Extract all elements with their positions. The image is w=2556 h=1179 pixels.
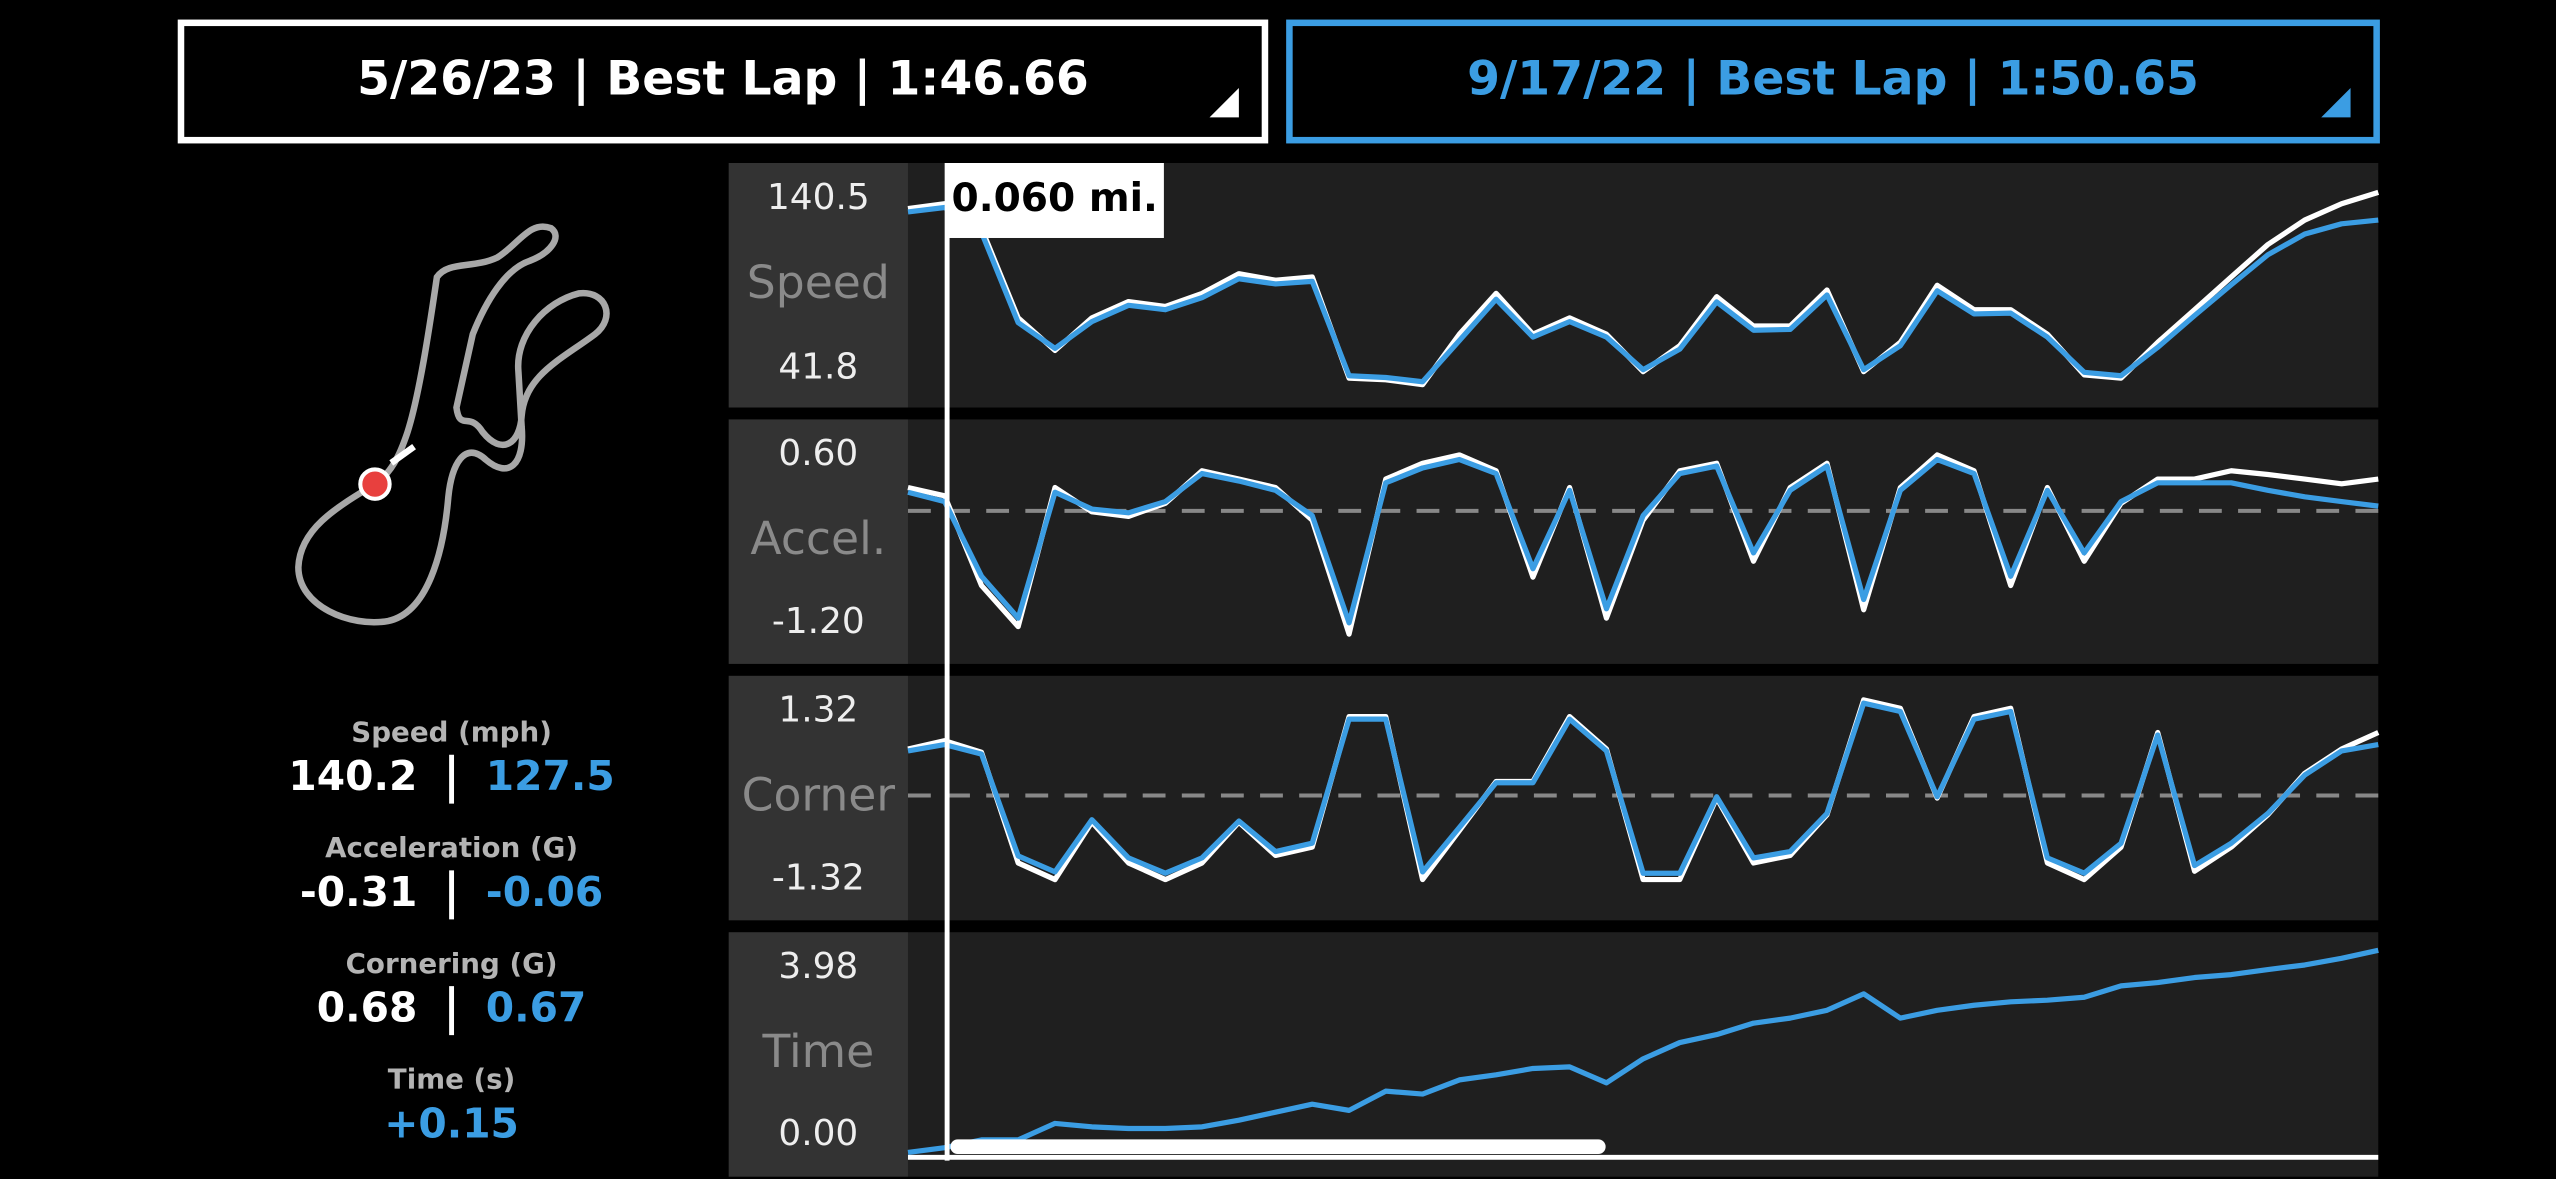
selector-box[interactable]	[1286, 19, 2380, 144]
panel-name: Corner	[742, 769, 896, 822]
plot-area	[907, 419, 2379, 664]
stat-value: 0.67	[486, 984, 587, 1032]
selector-label[interactable]: 5/26/23 | Best Lap | 1:46.66	[357, 52, 1089, 107]
cursor-label-box	[947, 163, 1164, 238]
plot-area	[907, 675, 2379, 921]
selector-label[interactable]: 9/17/22 | Best Lap | 1:50.65	[1467, 52, 2199, 107]
data-line	[907, 204, 2379, 385]
data-line	[907, 456, 2379, 626]
stat-value: -0.31	[300, 868, 417, 916]
label-column	[728, 419, 908, 664]
y-tick-label: 3.98	[778, 946, 858, 987]
scroll-indicator[interactable]	[950, 1139, 1606, 1155]
stat-value: 0.68	[317, 984, 418, 1032]
y-tick-label: 0.60	[778, 433, 858, 474]
stat-value: 140.2	[288, 752, 417, 800]
data-line	[907, 947, 2379, 1156]
data-line	[907, 700, 2379, 876]
panel-name: Speed	[747, 256, 890, 309]
start-finish	[389, 443, 416, 466]
y-tick-label: -1.20	[772, 601, 865, 642]
label-column	[728, 675, 908, 921]
y-tick-label: 41.8	[778, 346, 858, 387]
stat-title: Acceleration (G)	[325, 831, 578, 864]
plot-area	[907, 932, 2379, 1177]
label-column	[728, 163, 908, 408]
stat-title: Cornering (G)	[346, 947, 558, 980]
lap-selector[interactable]: 9/17/22 | Best Lap | 1:50.65	[1286, 19, 2380, 144]
stat-title: Time (s)	[388, 1063, 516, 1096]
label-column	[728, 932, 908, 1177]
y-tick-label: 1.32	[778, 689, 858, 730]
y-tick-label: 140.5	[767, 177, 870, 218]
cursor-label: 0.060 mi.	[952, 176, 1158, 221]
stat-value: +0.15	[384, 1099, 519, 1147]
car-position	[358, 467, 392, 501]
panel-name: Time	[762, 1025, 875, 1078]
panel-name: Accel.	[750, 512, 886, 565]
y-tick-label: -1.32	[772, 858, 865, 899]
stat-value: 127.5	[486, 752, 615, 800]
track-map	[295, 223, 610, 626]
selector-box[interactable]	[177, 19, 1269, 144]
stat-title: Speed (mph)	[351, 716, 552, 749]
y-tick-label: 0.00	[778, 1113, 858, 1154]
lap-selector[interactable]: 5/26/23 | Best Lap | 1:46.66	[177, 19, 1269, 144]
stat-value: -0.06	[486, 868, 603, 916]
track-outline	[295, 223, 610, 626]
